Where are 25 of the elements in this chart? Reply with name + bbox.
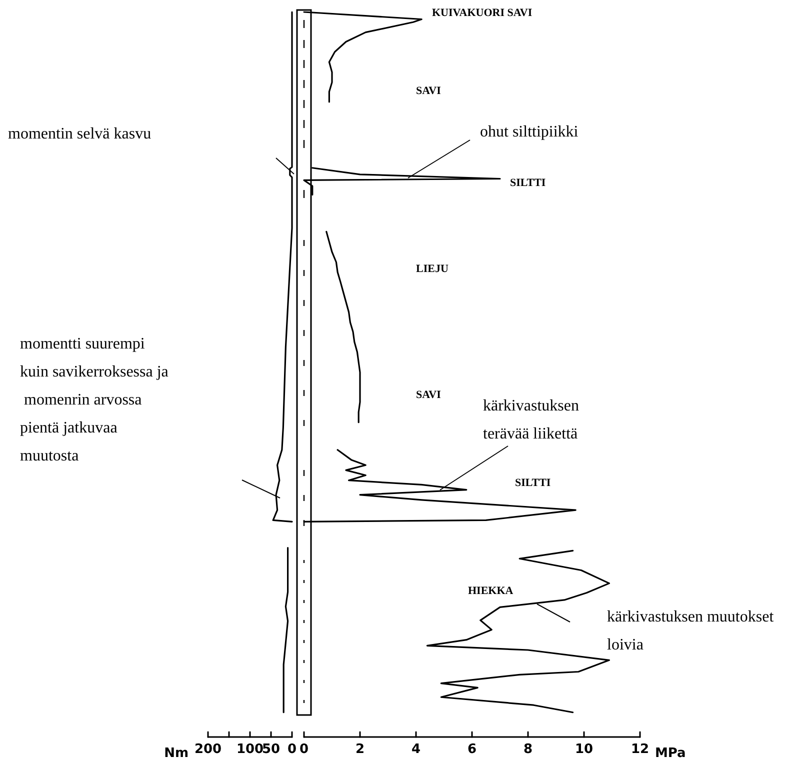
annotation: HIEKKA bbox=[468, 585, 514, 597]
x-tick-label: 0 bbox=[287, 742, 297, 757]
annotation: SAVI bbox=[416, 85, 441, 97]
x-tick-label: 0 bbox=[299, 742, 309, 757]
x-tick-label: 200 bbox=[194, 742, 222, 757]
text: momentin selvä kasvu bbox=[8, 126, 152, 142]
x-tick-label: 12 bbox=[630, 742, 650, 757]
x-tick-label: 2 bbox=[355, 742, 365, 757]
x-tick-label: 10 bbox=[574, 742, 594, 757]
x-tick-label: 50 bbox=[262, 742, 280, 757]
annotation: LIEJU bbox=[416, 263, 448, 275]
annotation: SAVI bbox=[416, 389, 441, 401]
x-tick-label: 8 bbox=[523, 742, 533, 757]
x-tick-label: 4 bbox=[411, 742, 421, 757]
x-axis-title: MPa bbox=[654, 746, 686, 761]
annotation: ohut silttipiikki bbox=[480, 124, 579, 140]
annotation: kärkivastuksen muutokset loivia bbox=[607, 608, 778, 654]
annotation: kärkivastuksen terävää liikettä bbox=[483, 398, 583, 442]
x-axis-title: Nm bbox=[164, 746, 189, 761]
annotation: SILTTI bbox=[515, 477, 551, 489]
text: momentti suurempi kuin savikerroksessa ja momenrin arvossa pientä jatkuvaa muutosta bbox=[20, 336, 168, 464]
annotation: KUIVAKUORI SAVI bbox=[432, 7, 532, 19]
x-tick-label: 100 bbox=[236, 742, 264, 757]
annotation: SILTTI bbox=[510, 177, 546, 189]
x-tick-label: 6 bbox=[467, 742, 477, 757]
